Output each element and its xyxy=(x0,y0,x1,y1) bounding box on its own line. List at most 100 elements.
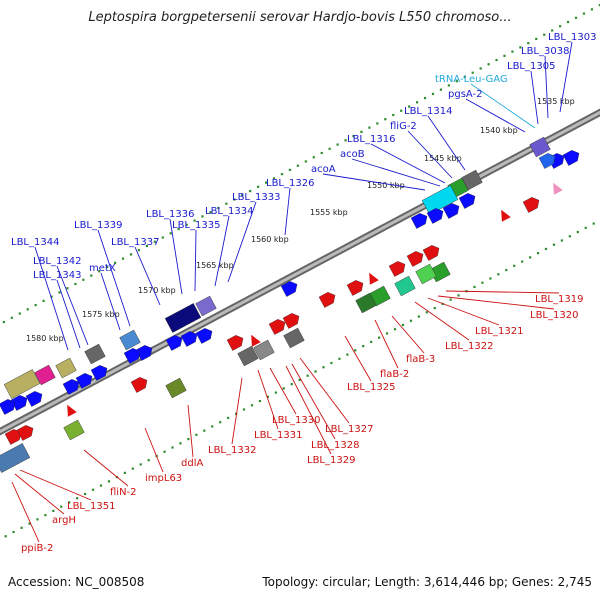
reverse-leader-line xyxy=(11,481,40,543)
forward-gene-feature xyxy=(165,335,183,351)
reverse-gene-label: ddlA xyxy=(181,458,203,469)
tick-label: 1565 kbp xyxy=(196,261,234,270)
forward-leader-line xyxy=(214,215,230,287)
reverse-gene-feature xyxy=(415,263,437,285)
reverse-leader-line xyxy=(414,301,470,341)
forward-gene-feature xyxy=(62,379,80,395)
tick-rail-upper xyxy=(217,206,220,210)
reverse-gene-feature xyxy=(346,280,364,296)
forward-gene-label: tRNA-Leu-GAG xyxy=(435,74,508,85)
forward-gene-feature-shape xyxy=(10,395,28,411)
tick-rail-upper xyxy=(598,4,600,7)
reverse-gene-feature-shape xyxy=(369,272,379,285)
reverse-leader-line xyxy=(83,449,129,487)
tick-rail-upper xyxy=(582,12,586,15)
tick-rail-upper xyxy=(574,16,578,19)
reverse-gene-feature xyxy=(406,251,424,267)
forward-gene-label: acoB xyxy=(340,149,365,160)
reverse-gene-feature xyxy=(522,197,540,213)
tick-rail-lower xyxy=(473,285,476,289)
forward-leader-line xyxy=(427,115,466,171)
forward-gene-feature-shape xyxy=(442,203,460,219)
tick-rail-upper xyxy=(352,135,355,138)
tick-rail-upper xyxy=(487,63,490,66)
forward-gene-label: LBL_1343 xyxy=(33,270,81,281)
tick-rail-upper xyxy=(543,33,546,36)
tick-rail-lower xyxy=(44,514,47,517)
tick-rail-lower xyxy=(497,273,500,276)
tick-rail-upper xyxy=(82,278,85,281)
reverse-gene-feature-shape xyxy=(226,335,244,351)
reverse-gene-feature xyxy=(63,419,85,441)
reverse-gene-feature xyxy=(282,313,300,329)
accession-text: Accession: NC_008508 xyxy=(8,575,145,589)
tick-rail-lower xyxy=(4,535,7,538)
tick-rail-upper xyxy=(590,8,594,11)
tick-rail-lower xyxy=(433,306,436,310)
tick-rail-upper xyxy=(519,46,522,49)
forward-gene-feature xyxy=(90,365,108,381)
reverse-gene-feature xyxy=(237,345,259,367)
tick-rail-lower xyxy=(306,374,309,377)
reverse-gene-feature xyxy=(422,245,440,261)
tick-rail-upper xyxy=(304,160,307,163)
tick-rail-upper xyxy=(384,118,387,121)
forward-gene-feature xyxy=(562,150,580,166)
tick-rail-upper xyxy=(376,122,379,125)
reverse-gene-feature-shape xyxy=(237,345,259,367)
tick-rail-upper xyxy=(225,202,228,205)
forward-gene-label: fliG-2 xyxy=(390,121,417,132)
tick-rail-lower xyxy=(84,492,87,496)
forward-leader-line xyxy=(530,70,539,125)
tick-rail-lower xyxy=(123,471,126,474)
forward-gene-feature xyxy=(55,357,77,379)
tick-rail-upper xyxy=(479,67,482,70)
forward-gene-feature xyxy=(458,193,476,209)
reverse-gene-label: LBL_1330 xyxy=(272,415,320,426)
forward-gene-label: LBL_1344 xyxy=(11,237,59,248)
forward-leader-line xyxy=(465,98,526,133)
tick-label: 1575 kbp xyxy=(82,310,120,319)
reverse-gene-label: LBL_1322 xyxy=(445,341,493,352)
page-title: Leptospira borgpetersenii serovar Hardjo… xyxy=(88,10,512,25)
reverse-gene-label: impL63 xyxy=(145,473,182,484)
reverse-gene-feature xyxy=(130,377,148,393)
tick-rail-lower xyxy=(449,298,452,301)
forward-gene-feature xyxy=(529,136,551,158)
reverse-gene-feature xyxy=(0,443,31,473)
reverse-gene-feature xyxy=(394,275,416,297)
forward-gene-feature xyxy=(123,348,141,364)
tick-rail-lower xyxy=(385,332,389,335)
reverse-gene-label: flaB-2 xyxy=(380,369,409,380)
tick-rail-lower xyxy=(60,505,63,508)
tick-rail-upper xyxy=(320,151,323,155)
forward-gene-label: LBL_1337 xyxy=(111,237,159,248)
forward-gene-feature xyxy=(442,203,460,219)
forward-gene-feature xyxy=(426,208,444,224)
tick-rail-upper xyxy=(463,75,466,79)
reverse-gene-feature xyxy=(501,209,511,222)
tick-rail-lower xyxy=(242,408,246,411)
tick-rail-lower xyxy=(187,437,190,441)
tick-rail-upper xyxy=(431,92,435,95)
reverse-leader-line xyxy=(299,357,350,424)
forward-leader-line xyxy=(470,83,536,129)
forward-gene-feature-shape xyxy=(165,335,183,351)
reverse-leader-line xyxy=(344,335,372,382)
reverse-gene-feature-shape xyxy=(63,419,85,441)
reverse-gene-feature xyxy=(67,404,77,417)
tick-rail-lower xyxy=(227,416,230,420)
forward-leader-line xyxy=(322,173,426,191)
reverse-gene-label: LBL_1325 xyxy=(347,382,395,393)
tick-rail-upper xyxy=(153,240,156,243)
forward-gene-feature-shape xyxy=(55,357,77,379)
tick-rail-upper xyxy=(336,143,339,146)
forward-gene-feature xyxy=(280,281,298,297)
tick-rail-lower xyxy=(362,345,365,348)
forward-gene-feature xyxy=(135,345,153,361)
tick-rail-upper xyxy=(439,88,443,91)
reverse-gene-feature-shape xyxy=(130,377,148,393)
reverse-gene-feature-shape xyxy=(422,245,440,261)
forward-gene-label: LBL_1316 xyxy=(347,134,395,145)
tick-rail-upper xyxy=(264,181,268,184)
